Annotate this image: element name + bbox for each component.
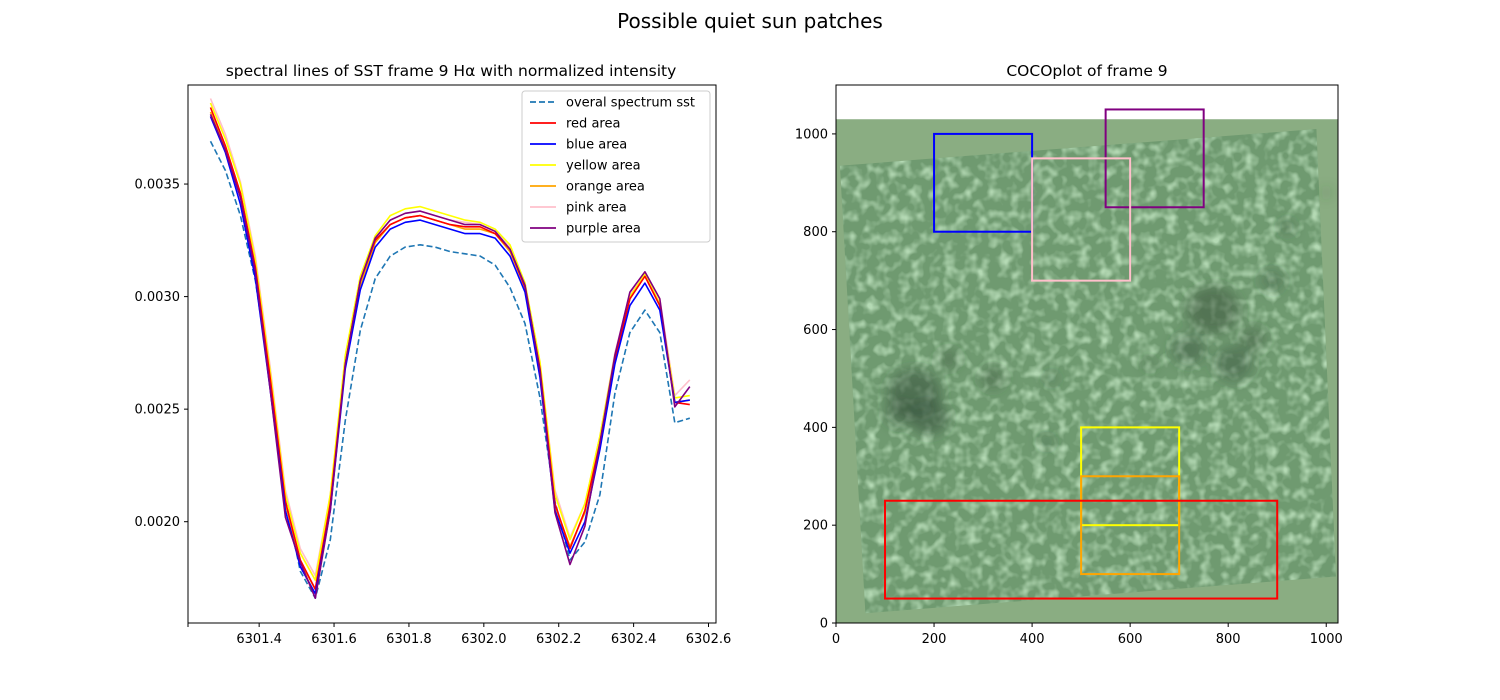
x-tick-label: 6302.4 bbox=[611, 632, 657, 647]
x-tick-label: 800 bbox=[1216, 632, 1241, 647]
granulation-texture bbox=[839, 129, 1336, 614]
x-tick-label: 6301.4 bbox=[236, 632, 282, 647]
x-tick-label: 6302.0 bbox=[461, 632, 507, 647]
dark-feature bbox=[1213, 346, 1253, 382]
spectral-y-ticks: 0.0020 0.0025 0.0030 0.0035 bbox=[135, 178, 188, 530]
legend-entry: orange area bbox=[566, 180, 645, 195]
legend-entry: pink area bbox=[566, 201, 627, 216]
series-line-blue-area bbox=[209, 116, 690, 595]
dark-feature bbox=[1260, 269, 1285, 292]
x-tick-label: 400 bbox=[1020, 632, 1045, 647]
x-tick-label: 200 bbox=[922, 632, 947, 647]
dark-feature bbox=[1186, 285, 1241, 335]
dark-feature bbox=[1171, 333, 1207, 365]
cocoplot-axes: COCOplot of frame 9 0 200 400 600 800 1000 0 2… bbox=[795, 62, 1343, 647]
figure-title: Possible quiet sun patches bbox=[617, 9, 883, 33]
cocoplot-x-ticks: 0 200 400 600 800 1000 bbox=[832, 623, 1343, 647]
dark-feature bbox=[1044, 372, 1059, 385]
dark-features bbox=[885, 188, 1332, 449]
spectral-axes: spectral lines of SST frame 9 Hα with no… bbox=[135, 62, 732, 647]
cocoplot-axes-frame bbox=[835, 84, 1339, 624]
legend-frame bbox=[521, 90, 711, 243]
legend-entry: red area bbox=[566, 117, 620, 132]
dark-feature bbox=[1142, 357, 1157, 370]
legend-entry: overal spectrum sst bbox=[566, 96, 695, 111]
y-tick-label: 0.0025 bbox=[135, 403, 181, 418]
region-box-pink bbox=[1031, 157, 1132, 282]
dark-feature bbox=[885, 399, 915, 426]
dark-feature bbox=[980, 367, 1006, 390]
x-tick-label: 600 bbox=[1118, 632, 1143, 647]
spectral-series-group bbox=[209, 98, 691, 600]
spectral-x-ticks: 6301.4 6301.6 6301.8 6302.0 6302.2 6302.4 6302… bbox=[187, 623, 732, 647]
spectral-axes-frame bbox=[187, 84, 717, 624]
legend-entry: purple area bbox=[566, 222, 641, 237]
legend-entry: blue area bbox=[566, 138, 627, 153]
x-tick-label: 6301.6 bbox=[311, 632, 357, 647]
x-tick-label: 0 bbox=[832, 632, 840, 647]
y-tick-label: 800 bbox=[803, 225, 828, 240]
dark-feature bbox=[1321, 188, 1332, 198]
y-tick-label: 0 bbox=[820, 617, 828, 632]
cocoplot-image bbox=[836, 108, 1338, 623]
dark-feature bbox=[909, 399, 949, 436]
series-line-purple-area bbox=[209, 113, 691, 600]
legend-entry: yellow area bbox=[566, 159, 641, 174]
spectral-legend: overal spectrum sst red area blue area yell… bbox=[521, 90, 711, 243]
y-tick-label: 0.0030 bbox=[135, 290, 181, 305]
x-tick-label: 1000 bbox=[1310, 632, 1343, 647]
dark-feature bbox=[1039, 435, 1055, 449]
granulation-field bbox=[839, 129, 1336, 614]
spectral-chart-title: spectral lines of SST frame 9 Hα with no… bbox=[226, 62, 677, 80]
cocoplot-chart-title: COCOplot of frame 9 bbox=[1006, 62, 1167, 80]
x-tick-label: 6302.2 bbox=[536, 632, 582, 647]
y-tick-label: 400 bbox=[803, 421, 828, 436]
cocoplot-y-ticks: 0 200 400 600 800 1000 bbox=[795, 127, 836, 632]
dark-feature bbox=[1279, 220, 1295, 234]
y-tick-label: 200 bbox=[803, 519, 828, 534]
x-tick-label: 6301.8 bbox=[386, 632, 432, 647]
region-box-orange bbox=[1080, 475, 1181, 576]
y-tick-label: 0.0020 bbox=[135, 515, 181, 530]
dark-feature bbox=[937, 349, 960, 369]
x-tick-label: 6302.6 bbox=[686, 632, 732, 647]
y-tick-label: 0.0035 bbox=[135, 178, 181, 193]
y-tick-label: 600 bbox=[803, 323, 828, 338]
y-tick-label: 1000 bbox=[795, 127, 828, 142]
region-box-red bbox=[884, 499, 1279, 600]
dark-feature bbox=[1238, 327, 1267, 352]
region-boxes bbox=[884, 108, 1279, 600]
